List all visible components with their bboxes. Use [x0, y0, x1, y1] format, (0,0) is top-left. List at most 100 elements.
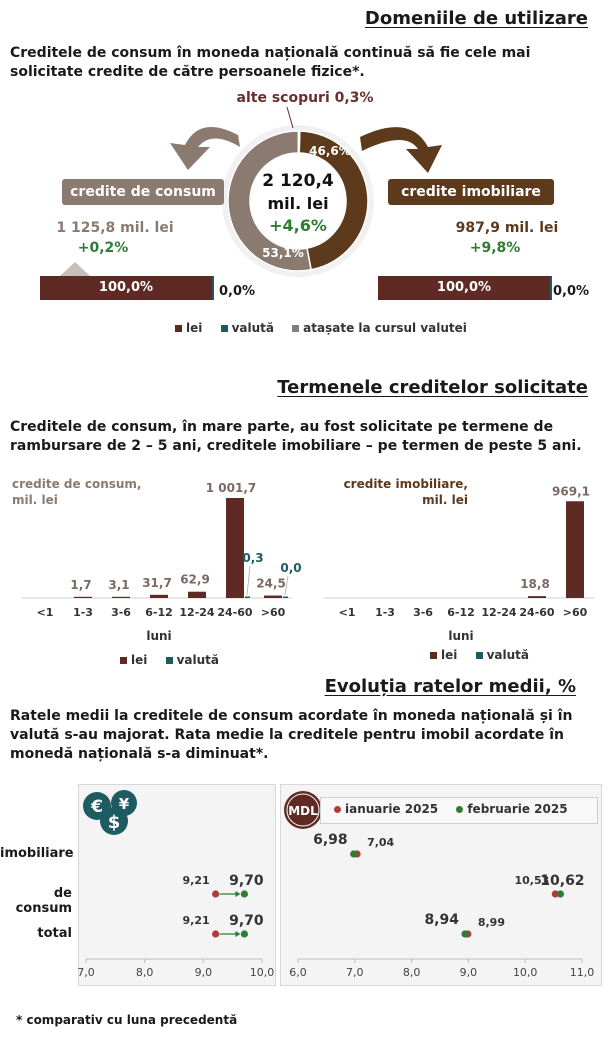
term-chart-imobiliare: credite imobiliare, mil. lei <1 1-3 3-6 6-12 1…	[324, 477, 594, 643]
bar-valuta->60	[283, 596, 288, 598]
section2-title: Termenele creditelor solicitate	[277, 377, 588, 398]
tick-12-24: 12-24	[179, 606, 215, 619]
consum-pointer-icon	[60, 262, 90, 276]
rates-tick-0: 6,0	[289, 966, 307, 979]
donut-slices	[227, 130, 369, 272]
label-feb-de consum: 10,62	[540, 873, 584, 889]
legend-atasate-label: atașate la cursul valutei	[303, 321, 467, 335]
slice-label-imobiliare: 46,6%	[309, 144, 351, 158]
dot-feb-total	[240, 930, 248, 938]
legend-lei-swatch	[175, 325, 182, 332]
term-title-2: mil. lei	[12, 493, 58, 507]
label-jan-imobiliare: 7,04	[367, 836, 394, 849]
term-title-2: mil. lei	[422, 493, 468, 507]
label-feb-imobiliare: 6,98	[313, 832, 348, 848]
bar-label-lei->60: 969,1	[552, 484, 590, 498]
section3-text: Ratele medii la creditele de consum acor…	[10, 708, 573, 762]
legend-lei-label: lei	[186, 321, 203, 335]
tick-6-12: 6-12	[145, 606, 173, 619]
bar-label-lei-6-12: 31,7	[142, 576, 172, 590]
dot-jan-total	[212, 930, 220, 938]
section1-legend: lei valută atașate la cursul valutei	[175, 321, 481, 335]
tick-<1: <1	[37, 606, 54, 619]
bar-lei-24-60	[528, 596, 546, 598]
section3-title: Evoluția ratelor medii, %	[324, 676, 576, 697]
label-jan-de consum: 9,21	[183, 874, 210, 887]
section1-text: Creditele de consum în moneda națională …	[10, 45, 531, 80]
term-legend-left: lei valută	[120, 653, 233, 667]
bar-label-valuta->60: 0,0	[280, 561, 301, 575]
svg-text:¥: ¥	[119, 795, 130, 813]
tick-12-24: 12-24	[481, 606, 517, 619]
donut-slice-2	[297, 130, 301, 154]
bar-lei->60	[566, 501, 584, 598]
legend-feb-label: februarie 2025	[467, 802, 568, 816]
label-jan-de consum: 10,53	[515, 874, 550, 887]
tick-6-12: 6-12	[447, 606, 475, 619]
tick-24-60: 24-60	[217, 606, 253, 619]
rates-tick-4: 10,0	[513, 966, 538, 979]
term-legend-left-valuta: valută	[176, 653, 219, 667]
section2-text: Creditele de consum, în mare parte, au f…	[10, 419, 582, 454]
consum-lei-bar: 100,0%	[40, 276, 212, 300]
donut-center-value: 2 120,4	[262, 171, 334, 191]
tick-24-60: 24-60	[519, 606, 555, 619]
term-xlabel: luni	[448, 629, 473, 643]
label-jan-total: 9,21	[183, 914, 210, 927]
bar-label-lei-1-3: 1,7	[70, 578, 91, 592]
bar-leader-24-60	[246, 565, 251, 596]
consum-valuta-bar	[212, 276, 214, 300]
section1-title: Domeniile de utilizare	[364, 8, 588, 29]
label-feb-de consum: 9,70	[229, 873, 264, 889]
rates-arrowhead-total	[235, 931, 241, 937]
bar-lei-24-60	[226, 498, 244, 598]
tick->60: >60	[261, 606, 286, 619]
bar-valuta-24-60	[245, 596, 250, 598]
tick->60: >60	[563, 606, 588, 619]
imobiliare-valuta-bar	[550, 276, 552, 300]
donut-slice-1	[227, 130, 312, 272]
term-legend-right-valuta: valută	[486, 648, 529, 662]
label-jan-total: 8,99	[478, 916, 505, 929]
footnote: * comparativ cu luna precedentă	[16, 1013, 238, 1027]
arrow-right-icon	[360, 127, 442, 173]
bar-label-lei-24-60: 18,8	[520, 577, 550, 591]
bar-leader->60	[284, 575, 289, 596]
row-label-total: total	[37, 926, 72, 941]
row-label-imobiliare: imobiliare	[0, 846, 74, 861]
legend-valuta-swatch	[220, 325, 228, 332]
term-xlabel: luni	[146, 629, 171, 643]
mdl-badge: MDL	[284, 791, 322, 829]
label-feb-total: 8,94	[424, 912, 459, 928]
slice-label-consum: 53,1%	[262, 246, 304, 260]
rates-arrowhead-de consum	[235, 891, 241, 897]
imobiliare-amount: 987,9 mil. lei	[455, 220, 559, 236]
consum-other-share: 0,0%	[218, 284, 256, 299]
donut-area	[170, 106, 442, 277]
bar-lei-6-12	[150, 594, 168, 598]
term-legend-right: lei valută	[430, 648, 543, 662]
tick-3-6: 3-6	[111, 606, 131, 619]
dot-jan-de consum	[551, 890, 559, 898]
bar-label-lei-24-60: 1 001,7	[206, 481, 256, 495]
bar-lei-1-3	[74, 596, 92, 598]
legend-jan-dot	[334, 806, 341, 813]
bar-label-lei-12-24: 62,9	[180, 573, 210, 587]
rates-legend: ianuarie 2025 februarie 2025	[334, 802, 582, 816]
rates-chart-valuta: 7,0 8,0 9,0 10,0 9,21 9,70 9,21 9,70	[78, 873, 275, 979]
imobiliare-lei-bar: 100,0%	[378, 276, 550, 300]
leader-line	[286, 106, 294, 129]
term-legend-right-lei: lei	[441, 648, 458, 662]
rates-tick-3: 10,0	[250, 966, 275, 979]
consum-amount: 1 125,8 mil. lei	[56, 220, 174, 236]
dot-jan-de consum	[212, 890, 220, 898]
mdl-badge-text: MDL	[288, 804, 318, 818]
label-feb-total: 9,70	[229, 913, 264, 929]
rates-tick-1: 8,0	[136, 966, 154, 979]
donut-slice-0	[298, 130, 369, 271]
term-legend-left-lei: lei	[131, 653, 148, 667]
donut-center-unit: mil. lei	[267, 194, 329, 213]
legend-atasate-swatch	[292, 325, 300, 332]
imobiliare-pill: credite imobiliare	[388, 179, 554, 205]
legend-jan-label: ianuarie 2025	[345, 802, 439, 816]
